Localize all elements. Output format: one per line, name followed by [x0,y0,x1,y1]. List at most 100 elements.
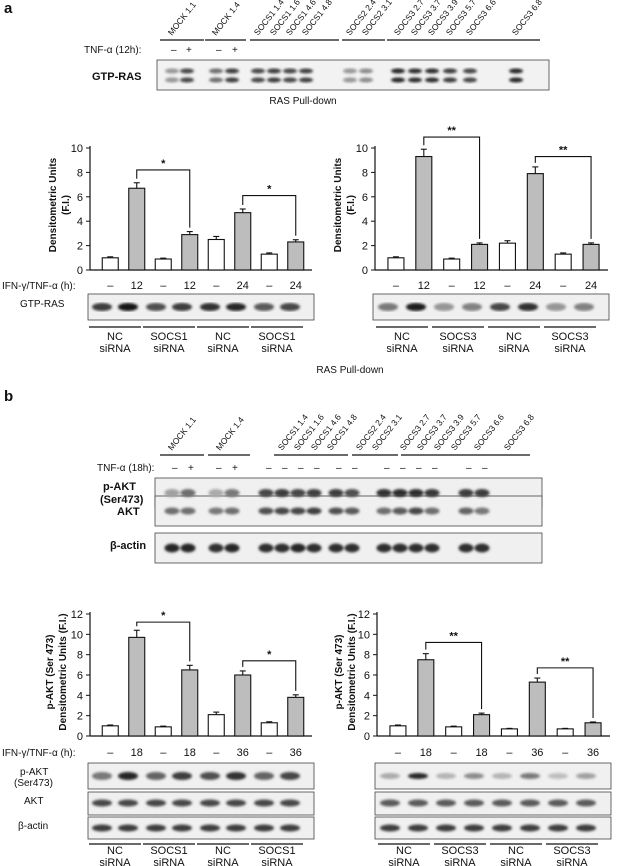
x-tick-label: 12 [473,280,485,292]
blot-band [576,824,596,832]
blot-band [576,799,596,807]
blot-band [474,489,490,497]
bar [260,722,278,737]
blot-band [164,507,180,515]
x-tick-label: 24 [237,280,249,292]
panel-a-pulldown-caption: RAS Pull-down [269,96,336,107]
blot-band [464,799,484,807]
panel-b-tnf-signs: – + – + – – – – – – – – – – – – [172,463,488,474]
blot-band [391,77,405,83]
blot-band [92,772,112,780]
y-tick-label: 4 [77,690,83,702]
chart-b-left: 0 2 4 6 8 10 12 p-AKT (Ser 473) Densitometric Un… [45,609,312,759]
blot-band [424,489,440,497]
blot-band [328,489,344,497]
y-tick-label: 8 [77,650,83,662]
significance-bracket [534,155,592,239]
group-label: SOCS3 [439,331,476,343]
blot-band [359,77,373,83]
bar [234,212,252,271]
blot-band [458,489,474,497]
blot-band [408,77,422,83]
y-tick-label: 10 [356,143,368,155]
lane-label: MOCK 1.1 [166,415,198,453]
x-tick-label: 36 [237,747,249,759]
panel-b-ifn-label: IFN-γ/TNF-α (h): [2,748,76,759]
panel-a-right-blot [372,293,610,321]
panel-a-gtp-ras-blot [156,59,550,91]
blot-band [344,507,360,515]
blot-band [200,772,220,780]
blot-band [146,824,166,832]
blot-band [463,77,477,83]
bar [387,257,405,271]
lane-label: MOCK 1.1 [166,0,198,37]
blot-band [290,489,306,497]
x-tick-label: – [562,747,569,759]
blot-band [251,77,265,83]
bar [181,669,199,737]
blot-band [344,543,360,553]
y-axis-label: p-AKT (Ser 473) [334,634,345,709]
blot-band [436,824,456,832]
blot-band [299,77,313,83]
blot-band [408,824,428,832]
bar [443,258,461,271]
blot-band [226,303,246,311]
tnf-sign: + [188,463,194,474]
blot-band [380,773,400,779]
blot-band [548,773,568,779]
blot-band [328,507,344,515]
group-label: siRNA [500,857,532,866]
blot-band [376,507,392,515]
panel-a-tnf-signs: – + – + [171,45,238,56]
blot-band [464,773,484,779]
blot-band [392,507,408,515]
y-axis-label: Densitometric Units (F.I.) [347,613,358,730]
svg-text:+: + [186,45,192,56]
group-label: siRNA [556,857,588,866]
y-axis-label: Densitometric Units [333,157,344,252]
blot-band [254,303,274,311]
panel-b-blot-ser-label: (Ser473) [14,778,53,789]
lane-label: MOCK 1.4 [214,415,246,453]
blot-band [376,543,392,553]
y-tick-label: 0 [362,265,368,277]
blot-band [408,543,424,553]
y-tick-label: 2 [364,711,370,723]
blot-band [474,543,490,553]
group-label: siRNA [153,343,185,355]
x-tick-label: – [160,747,167,759]
x-tick-label: 18 [131,747,143,759]
blot-band [408,773,428,779]
group-label: NC [394,331,410,343]
blot-band [225,68,239,74]
y-tick-label: 4 [362,216,368,228]
y-axis-label: (F.I.) [61,195,72,215]
blot-band [425,77,439,83]
y-axis-label: Densitometric Units (F.I.) [58,613,69,730]
blot-band [208,507,224,515]
blot-band [180,68,194,74]
blot-band [520,799,540,807]
y-tick-label: 4 [364,690,370,702]
panel-a-ifn-label: IFN-γ/TNF-α (h): [2,281,76,292]
blot-band [463,68,477,74]
group-label: SOCS1 [258,845,295,857]
y-tick-label: 0 [77,731,83,743]
bar [260,253,278,271]
blot-band [146,799,166,807]
blot-band [406,303,426,311]
chart-b-right: 0 2 4 6 8 10 12 p-AKT (Ser 473) Densitometric Un… [334,609,610,759]
bar [101,257,119,271]
blot-band [436,773,456,779]
group-label: siRNA [442,343,474,355]
group-label: siRNA [388,857,420,866]
blot-band [574,303,594,311]
blot-band [290,507,306,515]
blot-band [118,799,138,807]
bar [471,243,489,271]
